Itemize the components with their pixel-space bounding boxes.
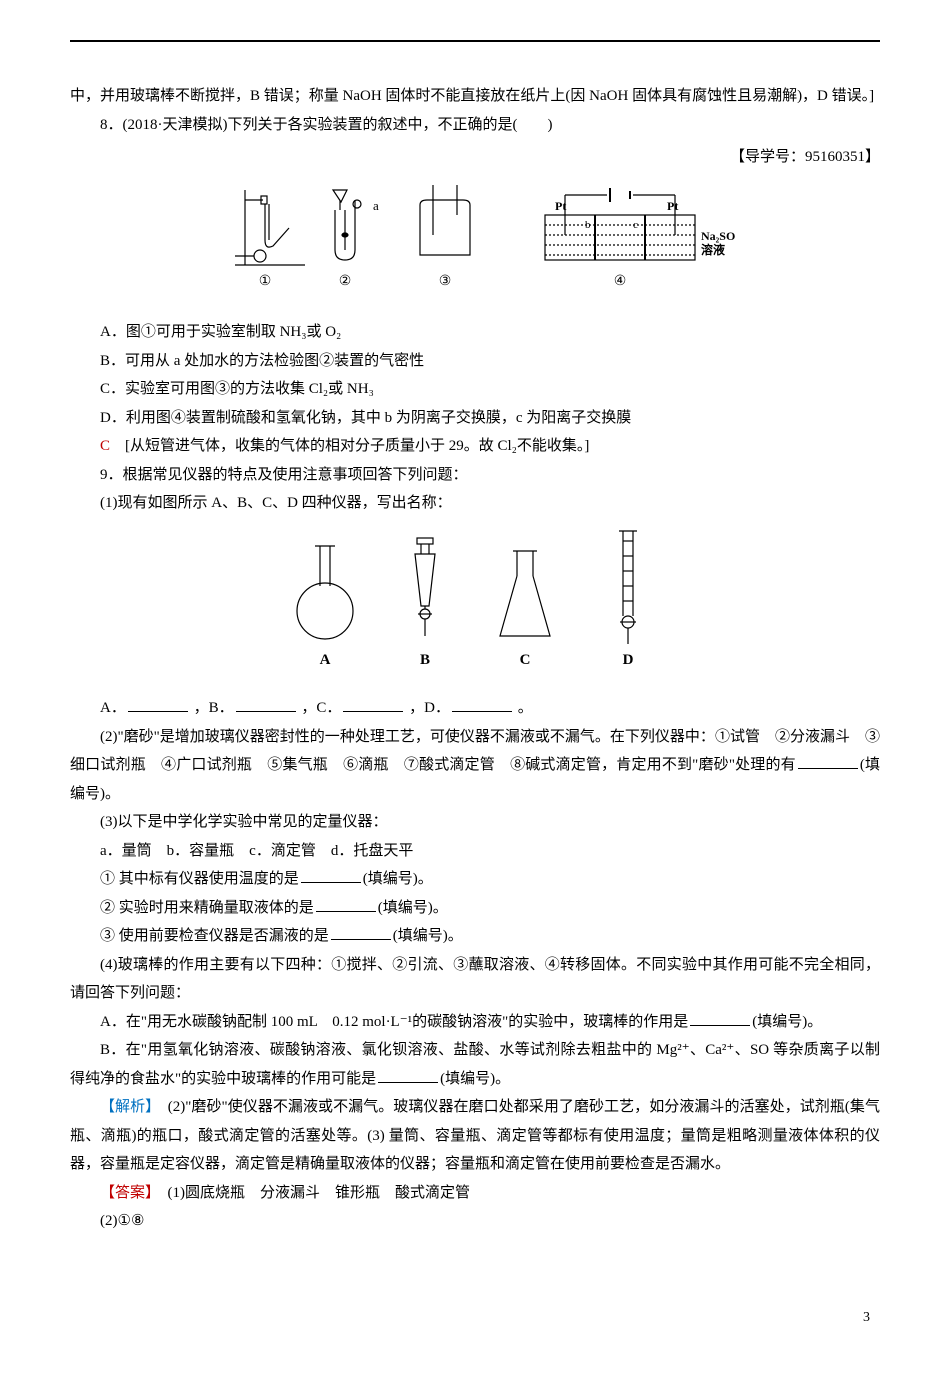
instruments-svg: A B C D bbox=[265, 526, 685, 676]
blank-4a bbox=[690, 1010, 750, 1026]
guide-number: 【导学号：95160351】 bbox=[70, 143, 880, 172]
blank-a bbox=[128, 696, 188, 712]
q8-option-b: B．可用从 a 处加水的方法检验图②装置的气密性 bbox=[70, 347, 880, 376]
q9-4-b: B．在"用氢氧化钠溶液、碳酸钠溶液、氯化钡溶液、盐酸、水等试剂除去粗盐中的 Mg… bbox=[70, 1036, 880, 1093]
q8-stem: 8．(2018·天津模拟)下列关于各实验装置的叙述中，不正确的是( ) bbox=[70, 111, 880, 140]
blank-c bbox=[343, 696, 403, 712]
answer-label: 【答案】 bbox=[100, 1185, 153, 1201]
q9-3-i-tail: (填编号)。 bbox=[363, 871, 433, 887]
q8-option-d: D．利用图④装置制硫酸和氢氧化钠，其中 b 为阴离子交换膜，c 为阳离子交换膜 bbox=[70, 404, 880, 433]
fig1-num1: ① bbox=[259, 274, 272, 289]
blank-b bbox=[236, 696, 296, 712]
answer-line1: 【答案】 (1)圆底烧瓶 分液漏斗 锥形瓶 酸式滴定管 bbox=[70, 1179, 880, 1208]
q9-3-i: ① 其中标有仪器使用温度的是 (填编号)。 bbox=[70, 865, 880, 894]
blank-label-a: A． bbox=[100, 700, 126, 716]
label-pt2: Pt bbox=[667, 199, 678, 213]
blank-label-d: ，D． bbox=[409, 700, 450, 716]
label-a: a bbox=[373, 198, 379, 213]
label-pt1: Pt bbox=[555, 199, 566, 213]
answer-1-text: (1)圆底烧瓶 分液漏斗 锥形瓶 酸式滴定管 bbox=[153, 1185, 471, 1201]
q9-4-head: (4)玻璃棒的作用主要有以下四种：①搅拌、②引流、③蘸取溶液、④转移固体。不同实… bbox=[70, 951, 880, 1008]
fig1-num2: ② bbox=[339, 274, 352, 289]
q9-4-a-tail: (填编号)。 bbox=[752, 1014, 822, 1030]
q8-answer-letter: C bbox=[100, 438, 110, 454]
q9-4-b-tail: (填编号)。 bbox=[440, 1071, 510, 1087]
paragraph-top: 中，并用玻璃棒不断搅拌，B 错误；称量 NaOH 固体时不能直接放在纸片上(因 … bbox=[70, 82, 880, 111]
q9-3-ii-tail: (填编号)。 bbox=[378, 900, 448, 916]
q9-4-a-text: A．在"用无水碳酸钠配制 100 mL 0.12 mol·L⁻¹的碳酸钠溶液"的… bbox=[100, 1014, 688, 1030]
label-salt: Na₂SO₄ bbox=[701, 229, 735, 243]
blank-d bbox=[452, 696, 512, 712]
page-number: 3 bbox=[863, 1305, 870, 1332]
blank-3ii bbox=[316, 896, 376, 912]
fig1-num4: ④ bbox=[614, 274, 627, 289]
blank-q9-2 bbox=[798, 753, 858, 769]
q9-2-text: (2)"磨砂"是增加玻璃仪器密封性的一种处理工艺，可使仪器不漏液或不漏气。在下列… bbox=[70, 729, 880, 774]
blank-end: 。 bbox=[518, 700, 533, 716]
q8-answer: C [从短管进气体，收集的气体的相对分子质量小于 29。故 Cl₂不能收集。] bbox=[70, 432, 880, 461]
blank-3i bbox=[301, 867, 361, 883]
device-diagram-svg: a bbox=[215, 180, 735, 300]
figure-devices: a bbox=[70, 180, 880, 311]
q9-3-iii: ③ 使用前要检查仪器是否漏液的是 (填编号)。 bbox=[70, 922, 880, 951]
fig2-label-b: B bbox=[420, 652, 430, 668]
q9-3-iii-tail: (填编号)。 bbox=[393, 928, 463, 944]
fig2-label-a: A bbox=[320, 652, 331, 668]
q9-3-ii: ② 实验时用来精确量取液体的是 (填编号)。 bbox=[70, 894, 880, 923]
blank-3iii bbox=[331, 924, 391, 940]
q9-3-list: a．量筒 b．容量瓶 c．滴定管 d．托盘天平 bbox=[70, 837, 880, 866]
label-b: b bbox=[585, 219, 591, 231]
q9-2: (2)"磨砂"是增加玻璃仪器密封性的一种处理工艺，可使仪器不漏液或不漏气。在下列… bbox=[70, 723, 880, 809]
blank-4b bbox=[378, 1067, 438, 1083]
label-salt2: 溶液 bbox=[701, 242, 725, 257]
page-container: 中，并用玻璃棒不断搅拌，B 错误；称量 NaOH 固体时不能直接放在纸片上(因 … bbox=[70, 40, 880, 1342]
q9-3-head: (3)以下是中学化学实验中常见的定量仪器： bbox=[70, 808, 880, 837]
q8-option-a: A．图①可用于实验室制取 NH₃或 O₂ bbox=[70, 318, 880, 347]
label-c: c bbox=[633, 219, 638, 231]
answer-line2: (2)①⑧ bbox=[70, 1207, 880, 1236]
fig1-num3: ③ bbox=[439, 274, 452, 289]
figure-instruments: A B C D bbox=[70, 526, 880, 687]
analysis-text: (2)"磨砂"使仪器不漏液或不漏气。玻璃仪器在磨口处都采用了磨砂工艺，如分液漏斗… bbox=[70, 1099, 880, 1172]
q9-4-a: A．在"用无水碳酸钠配制 100 mL 0.12 mol·L⁻¹的碳酸钠溶液"的… bbox=[70, 1008, 880, 1037]
fig2-label-d: D bbox=[623, 652, 634, 668]
q9-3-iii-text: ③ 使用前要检查仪器是否漏液的是 bbox=[100, 928, 329, 944]
q8-answer-text: [从短管进气体，收集的气体的相对分子质量小于 29。故 Cl₂不能收集。] bbox=[110, 438, 589, 454]
q9-1: (1)现有如图所示 A、B、C、D 四种仪器，写出名称： bbox=[70, 489, 880, 518]
analysis: 【解析】 (2)"磨砂"使仪器不漏液或不漏气。玻璃仪器在磨口处都采用了磨砂工艺，… bbox=[70, 1093, 880, 1179]
fig2-label-c: C bbox=[520, 652, 531, 668]
q8-option-c: C．实验室可用图③的方法收集 Cl₂或 NH₃ bbox=[70, 375, 880, 404]
q9-1-blanks: A． ，B． ，C． ，D． 。 bbox=[70, 694, 880, 723]
analysis-label: 【解析】 bbox=[100, 1099, 153, 1115]
blank-label-c: ，C． bbox=[301, 700, 341, 716]
q9-stem: 9．根据常见仪器的特点及使用注意事项回答下列问题： bbox=[70, 461, 880, 490]
blank-label-b: ，B． bbox=[194, 700, 234, 716]
q9-3-ii-text: ② 实验时用来精确量取液体的是 bbox=[100, 900, 314, 916]
q9-3-i-text: ① 其中标有仪器使用温度的是 bbox=[100, 871, 299, 887]
